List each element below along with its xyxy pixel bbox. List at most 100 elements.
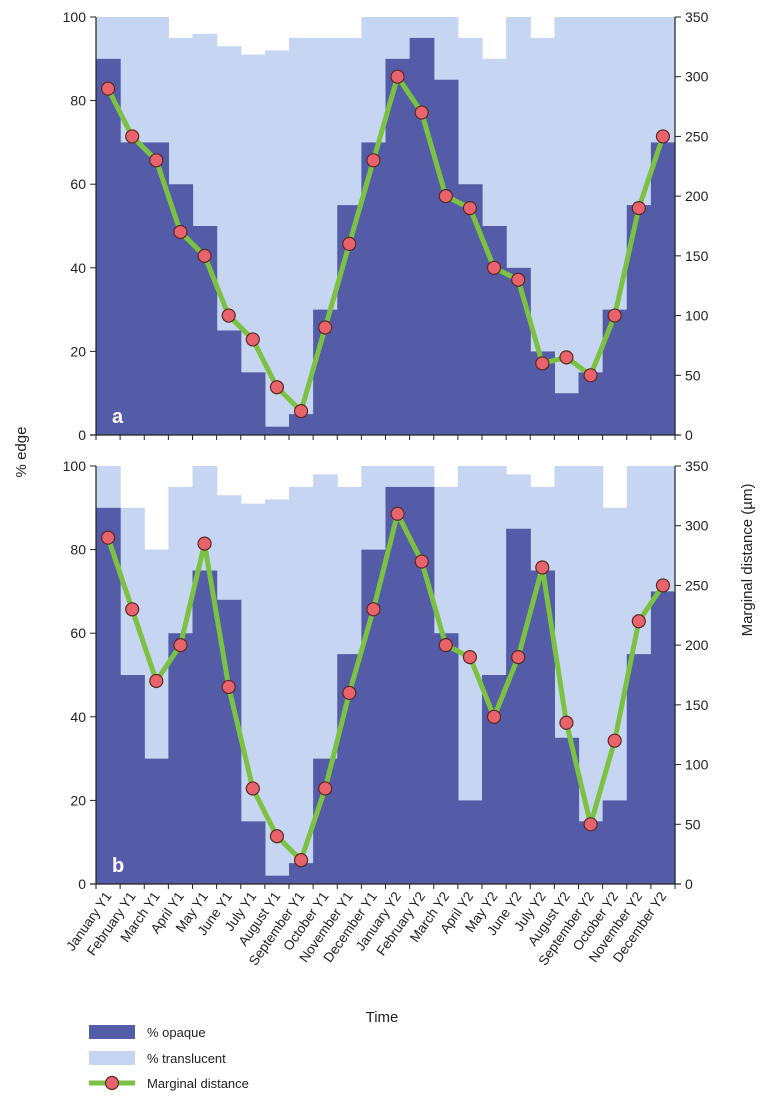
y2-tick-label-a-1: 50 <box>685 367 701 383</box>
opaque-bar-a-7 <box>264 426 290 435</box>
translucent-bar-a-6 <box>240 54 266 373</box>
legend-label-2: Marginal distance <box>147 1076 249 1091</box>
translucent-bar-b-11 <box>361 466 387 550</box>
panel-a: 0 20 40 60 80 100 0 50 100 150 200 250 300 350 a <box>63 9 709 443</box>
y-tick-label-a-5: 100 <box>63 9 87 25</box>
marginal-distance-point-a-16 <box>486 260 502 275</box>
opaque-bar-a-15 <box>457 184 483 435</box>
opaque-bar-b-7 <box>264 875 290 884</box>
marginal-distance-point-b-21 <box>607 733 622 748</box>
translucent-bar-a-23 <box>650 17 676 143</box>
marginal-distance-point-b-4 <box>197 536 212 551</box>
y2-tick-label-a-6: 300 <box>685 69 709 85</box>
translucent-bar-b-16 <box>482 466 507 675</box>
opaque-bar-a-20 <box>578 372 604 435</box>
marginal-distance-point-b-20 <box>583 817 598 832</box>
opaque-bar-b-15 <box>457 800 483 884</box>
marginal-distance-point-a-2 <box>149 153 164 168</box>
y2-tick-label-b-1: 50 <box>685 816 701 832</box>
marginal-distance-point-b-5 <box>221 679 236 695</box>
opaque-bar-b-14 <box>433 633 459 884</box>
translucent-bar-a-11 <box>361 17 387 143</box>
translucent-bar-a-15 <box>457 37 483 185</box>
marginal-distance-point-b-19 <box>559 715 574 730</box>
marginal-distance-point-b-22 <box>631 614 646 629</box>
chart-panels: 0 20 40 60 80 100 0 50 100 150 200 250 300 350 a 0 20 40 6… <box>63 9 709 892</box>
opaque-bar-a-5 <box>216 330 242 435</box>
translucent-bar-a-9 <box>313 37 338 310</box>
marginal-distance-point-b-23 <box>655 578 671 593</box>
marginal-distance-point-a-20 <box>583 368 598 383</box>
opaque-bar-b-20 <box>578 821 604 884</box>
opaque-bar-b-3 <box>168 633 194 884</box>
y2-tick-label-a-2: 100 <box>685 308 709 324</box>
y-tick-label-a-3: 60 <box>70 176 86 192</box>
marginal-distance-point-b-12 <box>390 506 405 521</box>
y-tick-label-a-2: 40 <box>70 260 86 276</box>
marginal-distance-point-a-11 <box>366 153 381 168</box>
y-tick-label-a-0: 0 <box>78 427 86 443</box>
translucent-bar-a-2 <box>144 17 169 143</box>
legend-swatch-1 <box>89 1051 135 1065</box>
opaque-bar-a-19 <box>554 393 580 435</box>
translucent-bar-a-8 <box>289 37 314 415</box>
opaque-bar-b-4 <box>192 570 218 884</box>
y-tick-label-a-1: 20 <box>70 343 86 359</box>
opaque-bar-b-23 <box>650 591 676 884</box>
marginal-distance-point-a-9 <box>318 320 333 335</box>
marginal-distance-point-b-16 <box>486 709 502 724</box>
opaque-bar-a-17 <box>506 267 531 435</box>
marginal-distance-point-b-14 <box>438 638 453 653</box>
translucent-bar-b-5 <box>216 495 242 600</box>
y2-tick-label-b-6: 300 <box>685 518 709 534</box>
translucent-bar-b-12 <box>385 466 411 487</box>
translucent-bar-a-16 <box>482 58 507 226</box>
opaque-bar-a-8 <box>289 414 314 435</box>
marginal-distance-point-a-23 <box>655 129 671 144</box>
translucent-bar-b-7 <box>264 499 290 876</box>
marginal-distance-point-a-0 <box>100 81 116 96</box>
y-tick-label-b-3: 60 <box>70 625 86 641</box>
marginal-distance-point-b-10 <box>342 685 357 701</box>
marginal-distance-point-a-21 <box>607 308 622 323</box>
marginal-distance-point-b-7 <box>269 829 285 844</box>
y-tick-label-b-4: 80 <box>70 542 86 558</box>
translucent-bar-b-13 <box>409 466 435 487</box>
marginal-distance-point-a-14 <box>438 189 453 204</box>
marginal-distance-point-a-6 <box>245 332 260 347</box>
translucent-bar-a-7 <box>264 50 290 427</box>
marginal-distance-point-a-13 <box>414 105 429 120</box>
translucent-bar-a-10 <box>337 37 362 206</box>
translucent-bar-b-19 <box>554 466 580 738</box>
opaque-bar-b-13 <box>409 486 435 884</box>
opaque-bar-b-17 <box>506 528 531 884</box>
y2-tick-label-b-2: 100 <box>685 757 709 773</box>
translucent-bar-a-14 <box>433 17 459 80</box>
opaque-bar-b-21 <box>602 800 628 884</box>
y-tick-label-b-5: 100 <box>63 458 87 474</box>
opaque-bar-a-6 <box>240 372 266 435</box>
marginal-distance-point-b-15 <box>462 649 478 665</box>
marginal-distance-point-a-5 <box>221 308 236 323</box>
opaque-bar-b-8 <box>289 863 314 884</box>
opaque-bar-a-14 <box>433 79 459 435</box>
opaque-bar-a-1 <box>120 142 145 435</box>
y2-axis-title: Marginal distance (µm) <box>739 484 756 637</box>
marginal-distance-point-b-6 <box>245 781 260 796</box>
marginal-distance-point-b-17 <box>511 649 526 665</box>
translucent-bar-a-22 <box>626 17 652 206</box>
marginal-distance-point-b-8 <box>293 853 309 868</box>
marginal-distance-point-a-1 <box>125 129 140 144</box>
marginal-distance-point-b-11 <box>366 602 381 617</box>
panel-letter-b: b <box>112 855 124 877</box>
marginal-distance-point-a-3 <box>173 224 188 240</box>
legend: % opaque % translucent Marginal distance <box>89 1025 249 1091</box>
opaque-bar-b-22 <box>626 654 652 884</box>
opaque-bar-a-3 <box>168 184 194 435</box>
marginal-distance-point-a-17 <box>511 272 526 287</box>
marginal-distance-point-a-8 <box>293 404 309 419</box>
y2-tick-label-a-4: 200 <box>685 188 709 204</box>
translucent-bar-b-9 <box>313 474 338 759</box>
translucent-bar-b-17 <box>506 474 531 529</box>
